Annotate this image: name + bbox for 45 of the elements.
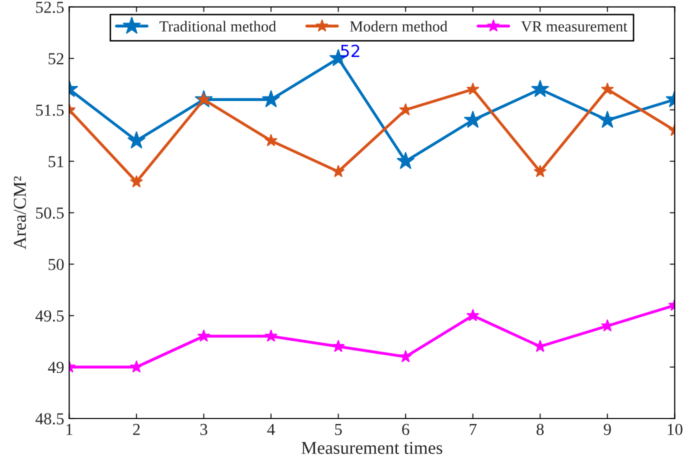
x-axis-title: Measurement times [302, 442, 442, 454]
y-axis-title: Area/CM² [14, 176, 26, 250]
point [332, 164, 345, 178]
x-tick-label: 8 [536, 424, 544, 436]
legend-label: Modern method [350, 20, 448, 32]
legend-label: Traditional method [160, 20, 276, 32]
point [534, 340, 547, 352]
annotation: 52 [340, 44, 360, 58]
y-tick-label: 52.5 [36, 2, 64, 13]
y-tick-label: 49 [48, 362, 64, 374]
x-tick-label: 5 [335, 424, 342, 436]
y-tick-label: 50 [48, 258, 64, 270]
point [127, 131, 146, 149]
x-tick-label: 2 [133, 424, 140, 435]
point [332, 340, 345, 352]
point [264, 134, 278, 146]
point [531, 80, 550, 98]
point [399, 350, 412, 362]
x-tick-label: 9 [604, 424, 611, 436]
point [262, 90, 280, 108]
x-tick-label: 10 [668, 424, 682, 436]
y-tick-label: 50.5 [36, 207, 64, 219]
point [466, 82, 480, 95]
point [600, 319, 614, 332]
x-tick-label: 4 [267, 424, 275, 435]
x-tick-label: 6 [402, 424, 410, 436]
y-tick-label: 52 [48, 53, 64, 64]
point [464, 110, 482, 128]
point [130, 175, 143, 188]
x-tick-label: 3 [200, 424, 208, 436]
point [466, 308, 480, 322]
y-tick-label: 51.5 [36, 104, 64, 116]
x-tick-label: 7 [470, 424, 477, 435]
point [534, 164, 547, 178]
point [197, 329, 210, 342]
point [264, 329, 278, 342]
point [130, 360, 143, 373]
point [396, 152, 415, 170]
y-tick-label: 51 [48, 156, 64, 168]
point [399, 103, 412, 116]
y-tick-label: 49.5 [36, 310, 64, 322]
point [600, 82, 614, 95]
y-tick-label: 48.5 [36, 413, 64, 425]
legend-label: VR measurement [521, 21, 628, 32]
x-tick-label: 1 [66, 424, 72, 435]
